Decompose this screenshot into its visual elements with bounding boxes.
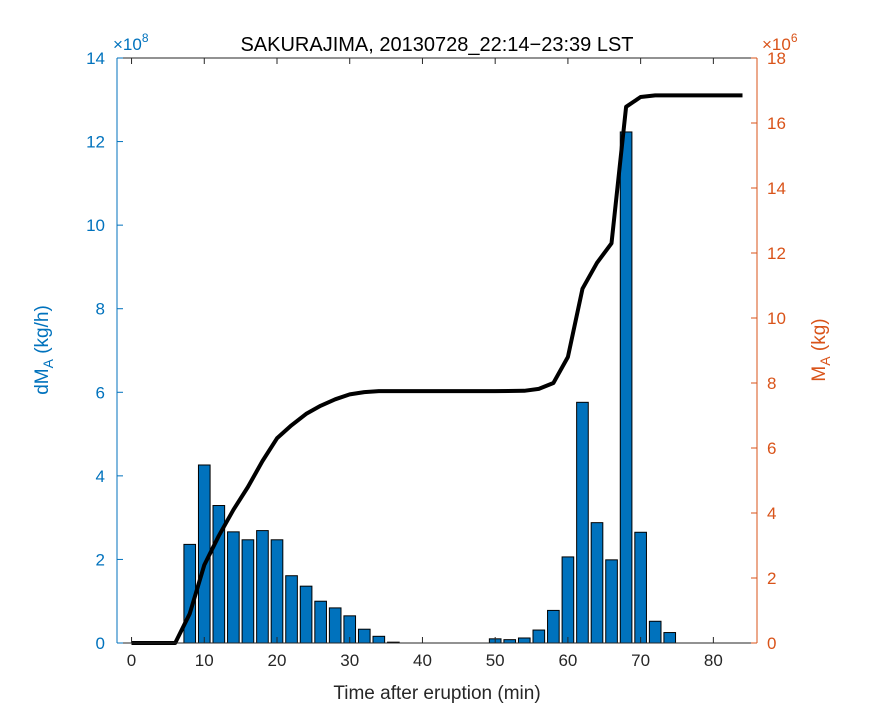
bar-13: [372, 635, 386, 644]
bar-23: [605, 559, 618, 644]
x-tick-label-2: 20: [268, 651, 287, 670]
right-axis-multiplier: ×106: [762, 31, 798, 54]
bar-5: [256, 530, 269, 644]
left-tick-label-1: 2: [96, 550, 105, 569]
right-tick-label-9: 18: [767, 49, 786, 68]
x-axis-ticks: 0 10 20 30 40 50 60 70 80: [127, 58, 723, 670]
bar-6: [270, 539, 284, 644]
right-tick-label-1: 2: [767, 569, 776, 588]
bar-9: [314, 600, 327, 644]
right-tick-label-5: 10: [767, 309, 786, 328]
x-tick-label-1: 10: [195, 651, 214, 670]
left-tick-label-3: 6: [96, 383, 105, 402]
bar-10: [328, 607, 342, 644]
left-tick-label-4: 8: [96, 300, 105, 319]
left-axis-label: dMA (kg/h): [32, 305, 56, 395]
x-tick-label-7: 70: [631, 651, 650, 670]
bar-7: [285, 575, 298, 644]
left-tick-label-7: 14: [86, 49, 105, 68]
right-tick-label-4: 8: [767, 374, 776, 393]
right-tick-label-0: 0: [767, 634, 776, 653]
bar-3: [227, 531, 240, 644]
right-axis-ticks: 0 2 4 6 8 10 12 14 16 18: [751, 49, 786, 653]
bar-17: [517, 637, 531, 644]
x-tick-label-6: 60: [558, 651, 577, 670]
x-tick-label-5: 50: [486, 651, 505, 670]
left-tick-label-6: 12: [86, 133, 105, 152]
right-tick-label-8: 16: [767, 114, 786, 133]
x-tick-label-0: 0: [127, 651, 136, 670]
bar-26: [648, 620, 662, 644]
right-tick-label-6: 12: [767, 244, 786, 263]
x-axis-label: Time after eruption (min): [333, 683, 540, 704]
bar-20: [561, 556, 575, 644]
bar-4: [241, 539, 255, 644]
right-tick-label-3: 6: [767, 439, 776, 458]
cumulative-mass-line: [131, 93, 743, 645]
bar-12: [357, 628, 371, 644]
plot-area: [116, 57, 758, 645]
chart-title: SAKURAJIMA, 20130728_22:14−23:39 LST: [240, 34, 633, 56]
left-tick-label-2: 4: [96, 467, 105, 486]
bar-27: [663, 632, 677, 644]
bar-21: [576, 401, 589, 644]
left-axis-ticks: 0 2 4 6 8 10 12 14: [86, 49, 123, 653]
x-tick-label-4: 40: [413, 651, 432, 670]
bar-18: [532, 629, 546, 644]
right-tick-label-7: 14: [767, 179, 786, 198]
bar-16: [503, 639, 517, 644]
right-axis-label: MA (kg): [809, 318, 833, 381]
right-tick-label-2: 4: [767, 504, 776, 523]
left-axis-multiplier: ×108: [113, 31, 149, 54]
left-tick-label-5: 10: [86, 216, 105, 235]
bar-19: [547, 609, 560, 644]
x-tick-label-8: 80: [704, 651, 723, 670]
x-tick-label-3: 30: [340, 651, 359, 670]
bar-24: [619, 131, 633, 644]
left-tick-label-0: 0: [96, 634, 105, 653]
bar-25: [634, 531, 647, 644]
bar-22: [590, 522, 604, 644]
bar-8: [299, 585, 313, 644]
